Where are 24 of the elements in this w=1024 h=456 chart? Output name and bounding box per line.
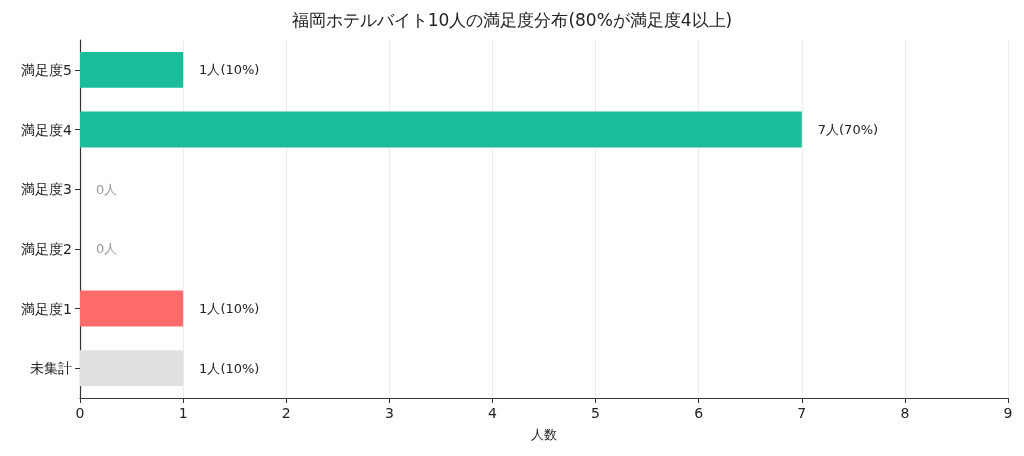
y-tick-label: 満足度3 [21, 181, 72, 198]
data-label: 1人(10%) [199, 301, 260, 316]
x-tick-label: 5 [591, 405, 601, 421]
x-tick-label: 6 [694, 405, 704, 421]
data-label: 0人 [96, 241, 118, 257]
chart-title: 福岡ホテルバイト10人の満足度分布(80%が満足度4以上) [291, 9, 733, 30]
y-tick-label: 満足度1 [21, 300, 72, 317]
x-tick-label: 0 [75, 405, 85, 421]
data-label: 1人(10%) [199, 62, 260, 78]
data-label: 7人(70%) [817, 122, 879, 137]
x-tick-label: 3 [384, 405, 394, 421]
x-axis-title: 人数 [531, 427, 557, 442]
y-tick-label: 満足度2 [21, 240, 72, 257]
data-label: 1人(10%) [199, 360, 260, 376]
x-tick-label: 9 [1003, 405, 1013, 421]
x-tick-label: 4 [487, 405, 497, 421]
x-tick-label: 2 [281, 405, 291, 421]
y-tick-label: 満足度5 [21, 61, 72, 78]
x-tick-label: 1 [178, 405, 188, 421]
x-tick-label: 7 [797, 405, 807, 421]
x-tick-label: 8 [900, 405, 910, 421]
y-tick-label: 満足度4 [21, 121, 73, 138]
data-label: 0人 [96, 181, 118, 197]
y-tick-label: 未集計 [30, 360, 72, 377]
